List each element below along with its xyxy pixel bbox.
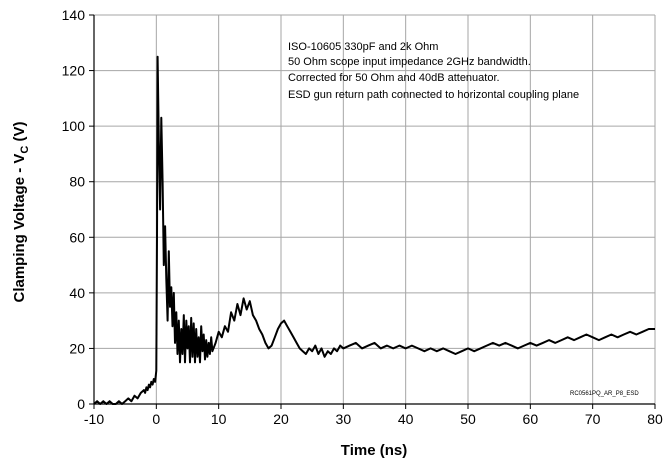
y-tick-label: 40 <box>69 285 85 301</box>
x-tick-label: 30 <box>336 411 352 427</box>
series-layer <box>93 55 655 405</box>
y-tick-label: 0 <box>77 396 85 412</box>
series-line-0 <box>93 55 655 405</box>
x-tick-label: 0 <box>152 411 160 427</box>
annotation-line-2: 50 Ohm scope input impedance 2GHz bandwi… <box>288 56 531 68</box>
annotation-line-3: Corrected for 50 Ohm and 40dB attenuator… <box>288 72 500 84</box>
x-tick-label: 50 <box>460 411 476 427</box>
axes <box>89 14 656 409</box>
annotation-line-4: ESD gun return path connected to horizon… <box>288 89 579 101</box>
y-axis-title-subscript: C <box>19 146 31 154</box>
x-tick-label: 80 <box>647 411 663 427</box>
y-axis-title-main: Clamping Voltage - V <box>11 154 28 303</box>
x-tick-label: 70 <box>585 411 601 427</box>
y-axis-title: Clamping Voltage - VC (V) <box>11 121 31 302</box>
x-tick-label: 60 <box>523 411 539 427</box>
y-axis-title-unit: (V) <box>11 121 28 145</box>
y-tick-label: 60 <box>69 229 85 245</box>
x-tick-label: -10 <box>84 411 104 427</box>
y-tick-label: 120 <box>62 63 86 79</box>
annotation-line-1: ISO-10605 330pF and 2k Ohm <box>288 41 438 53</box>
y-tick-label: 140 <box>62 7 86 23</box>
x-tick-label: 20 <box>273 411 289 427</box>
y-tick-label: 100 <box>62 118 86 134</box>
figure-id: RC0561PQ_AR_P8_ESD <box>570 391 639 397</box>
annotation-block: ISO-10605 330pF and 2k Ohm 50 Ohm scope … <box>288 41 579 101</box>
grid-lines <box>94 14 656 404</box>
y-tick-label: 20 <box>69 340 85 356</box>
x-tick-label: 10 <box>211 411 227 427</box>
y-tick-label: 80 <box>69 174 85 190</box>
x-axis-title: Time (ns) <box>341 442 407 459</box>
x-tick-label: 40 <box>398 411 414 427</box>
